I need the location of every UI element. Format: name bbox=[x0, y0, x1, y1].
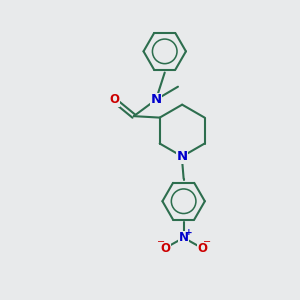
Text: N: N bbox=[178, 231, 189, 244]
Text: O: O bbox=[160, 242, 170, 255]
Text: O: O bbox=[197, 242, 207, 255]
Text: +: + bbox=[184, 228, 192, 237]
Text: O: O bbox=[110, 93, 120, 106]
Text: −: − bbox=[157, 237, 165, 247]
Text: N: N bbox=[177, 150, 188, 163]
Text: −: − bbox=[202, 237, 211, 247]
Text: N: N bbox=[150, 93, 161, 106]
